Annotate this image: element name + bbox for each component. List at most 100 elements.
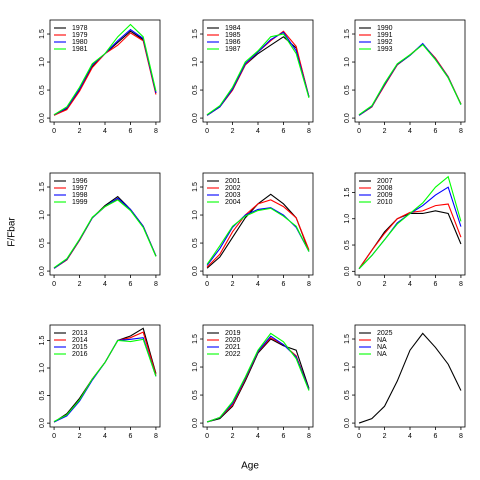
x-tick-label: 6 (282, 281, 286, 288)
y-tick-label: 1.5 (39, 335, 46, 345)
y-tick-label: 0.5 (192, 85, 199, 95)
y-tick-label: 1.5 (192, 29, 199, 39)
x-tick-label: 4 (103, 433, 107, 440)
series-line (53, 28, 157, 116)
series-line (358, 332, 462, 424)
legend-label: 1978 (72, 25, 88, 32)
x-tick-label: 2 (78, 281, 82, 288)
legend-label: 1987 (225, 46, 241, 53)
series-line (206, 193, 310, 269)
x-tick-label: 4 (256, 281, 260, 288)
y-tick-label: 0.5 (192, 238, 199, 248)
series-line (53, 198, 157, 269)
y-tick-label: 0.0 (344, 266, 351, 276)
series-line (53, 338, 157, 422)
x-tick-label: 6 (282, 128, 286, 135)
x-tick-label: 6 (434, 433, 438, 440)
x-tick-label: 8 (307, 433, 311, 440)
y-tick-label: 0.5 (344, 85, 351, 95)
x-tick-label: 8 (459, 281, 463, 288)
x-tick-label: 6 (282, 433, 286, 440)
series-line (53, 327, 157, 423)
legend-label: 2016 (72, 351, 88, 358)
x-tick-label: 0 (52, 281, 56, 288)
y-tick-label: 1.0 (192, 210, 199, 220)
plot-frame (202, 324, 314, 428)
x-tick-label: 0 (205, 433, 209, 440)
y-tick-label: 0.5 (39, 238, 46, 248)
x-tick-label: 6 (129, 281, 133, 288)
y-tick-label: 1.0 (344, 214, 351, 224)
y-tick-label: 0.5 (39, 391, 46, 401)
x-tick-label: 0 (52, 128, 56, 135)
series-line (358, 43, 462, 116)
x-tick-label: 2 (78, 433, 82, 440)
x-tick-label: 8 (307, 128, 311, 135)
legend-label: 1999 (72, 199, 88, 206)
x-tick-label: 4 (408, 128, 412, 135)
x-tick-label: 4 (408, 281, 412, 288)
series-line (206, 33, 310, 116)
x-tick-label: 0 (205, 128, 209, 135)
legend-label: 1986 (225, 39, 241, 46)
legend-label: 1990 (377, 25, 393, 32)
x-tick-label: 4 (408, 433, 412, 440)
legend-label: 2004 (225, 199, 241, 206)
legend-label: 2013 (72, 330, 88, 337)
plot-frame (354, 324, 466, 428)
x-tick-label: 4 (256, 433, 260, 440)
x-tick-label: 4 (256, 128, 260, 135)
legend-label: 1998 (72, 192, 88, 199)
y-tick-label: 0.5 (344, 390, 351, 400)
series-line (206, 31, 310, 116)
legend-label: 2022 (225, 351, 241, 358)
legend-label: 2014 (72, 337, 88, 344)
legend-label: 1980 (72, 39, 88, 46)
legend-label: 1985 (225, 32, 241, 39)
series-line (358, 203, 462, 270)
legend-label: NA (377, 351, 387, 358)
y-tick-label: 1.0 (344, 57, 351, 67)
x-tick-label: 2 (383, 433, 387, 440)
y-tick-label: 1.5 (344, 29, 351, 39)
legend-label: 2015 (72, 344, 88, 351)
series-line (358, 210, 462, 270)
y-tick-label: 1.0 (192, 362, 199, 372)
y-tick-label: 1.5 (192, 182, 199, 192)
series-line (358, 186, 462, 270)
x-tick-label: 0 (357, 128, 361, 135)
y-tick-label: 1.0 (39, 57, 46, 67)
x-tick-label: 8 (307, 281, 311, 288)
legend-label: NA (377, 337, 387, 344)
legend-label: 2003 (225, 192, 241, 199)
y-tick-label: 0.0 (39, 418, 46, 428)
x-axis-label: Age (241, 461, 259, 472)
plot-frame (202, 172, 314, 276)
x-tick-label: 8 (154, 128, 158, 135)
legend-label: 2008 (377, 185, 393, 192)
x-tick-label: 8 (154, 281, 158, 288)
legend-label: 1993 (377, 46, 393, 53)
y-tick-label: 1.5 (39, 182, 46, 192)
legend-label: 1991 (377, 32, 393, 39)
legend-label: 2019 (225, 330, 241, 337)
x-tick-label: 0 (205, 281, 209, 288)
x-tick-label: 6 (434, 128, 438, 135)
x-tick-label: 8 (459, 128, 463, 135)
x-tick-label: 8 (154, 433, 158, 440)
y-tick-label: 1.5 (192, 334, 199, 344)
legend-label: 1984 (225, 25, 241, 32)
x-tick-label: 2 (383, 128, 387, 135)
series-line (206, 332, 310, 423)
legend-label: 2020 (225, 337, 241, 344)
x-tick-label: 6 (129, 128, 133, 135)
y-tick-label: 1.5 (344, 187, 351, 197)
legend-label: 1992 (377, 39, 393, 46)
x-tick-label: 2 (231, 433, 235, 440)
y-tick-label: 0.5 (39, 85, 46, 95)
y-tick-label: 0.0 (39, 266, 46, 276)
